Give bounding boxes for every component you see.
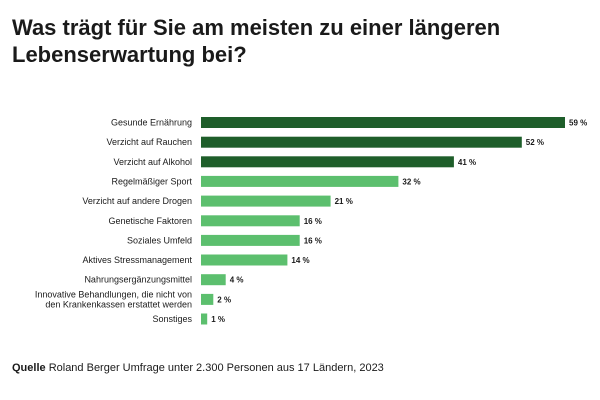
category-label-0: Gesunde Ernährung <box>111 118 192 128</box>
category-label-7: Aktives Stressmanagement <box>82 255 192 265</box>
source-text: Roland Berger Umfrage unter 2.300 Person… <box>48 362 384 374</box>
category-label-line: Verzicht auf Alkohol <box>113 157 192 167</box>
category-label-line: Sonstiges <box>152 314 192 324</box>
value-label-0: 59 % <box>569 119 587 128</box>
category-label-line: Gesunde Ernährung <box>111 118 192 128</box>
category-label-line: Genetische Faktoren <box>108 216 192 226</box>
bar-4 <box>201 195 331 207</box>
bar-1 <box>201 136 522 148</box>
bar-2 <box>201 156 454 168</box>
category-label-line: Verzicht auf andere Drogen <box>82 196 192 206</box>
bar-9 <box>201 293 214 305</box>
value-label-5: 16 % <box>304 217 322 226</box>
category-label-line: Verzicht auf Rauchen <box>106 137 192 147</box>
bar-10 <box>201 313 208 325</box>
value-label-7: 14 % <box>291 256 309 265</box>
value-label-8: 4 % <box>230 276 244 285</box>
bar-5 <box>201 215 300 227</box>
bar-8 <box>201 274 226 286</box>
chart-title: Was trägt für Sie am meisten zu einer lä… <box>12 15 501 67</box>
category-label-1: Verzicht auf Rauchen <box>106 137 192 147</box>
category-label-line: Soziales Umfeld <box>127 235 192 245</box>
category-label-line: Innovative Behandlungen, die nicht von <box>35 289 192 299</box>
bar-7 <box>201 254 288 266</box>
category-label-9: Innovative Behandlungen, die nicht von de… <box>35 289 192 309</box>
value-label-10: 1 % <box>211 315 225 324</box>
category-label-line: den Krankenkassen erstattet werden <box>45 299 192 309</box>
category-label-line: Regelmäßiger Sport <box>111 176 192 186</box>
value-label-4: 21 % <box>335 197 353 206</box>
category-label-8: Nahrungsergänzungsmittel <box>84 275 192 285</box>
source-note: Quelle Roland Berger Umfrage unter 2.300… <box>12 362 384 374</box>
category-label-line: Nahrungsergänzungsmittel <box>84 275 192 285</box>
value-label-6: 16 % <box>304 236 322 245</box>
category-label-6: Soziales Umfeld <box>127 235 192 245</box>
category-label-3: Regelmäßiger Sport <box>111 176 192 186</box>
category-label-4: Verzicht auf andere Drogen <box>82 196 192 206</box>
value-label-2: 41 % <box>458 158 476 167</box>
value-label-9: 2 % <box>217 295 231 304</box>
category-label-2: Verzicht auf Alkohol <box>113 157 192 167</box>
category-label-5: Genetische Faktoren <box>108 216 192 226</box>
category-label-line: Aktives Stressmanagement <box>82 255 192 265</box>
category-label-10: Sonstiges <box>152 314 192 324</box>
bar-6 <box>201 234 300 246</box>
bar-0 <box>201 117 565 128</box>
value-label-3: 32 % <box>402 177 420 186</box>
bar-3 <box>201 175 399 187</box>
source-label: Quelle <box>12 362 46 374</box>
value-label-1: 52 % <box>526 138 544 147</box>
